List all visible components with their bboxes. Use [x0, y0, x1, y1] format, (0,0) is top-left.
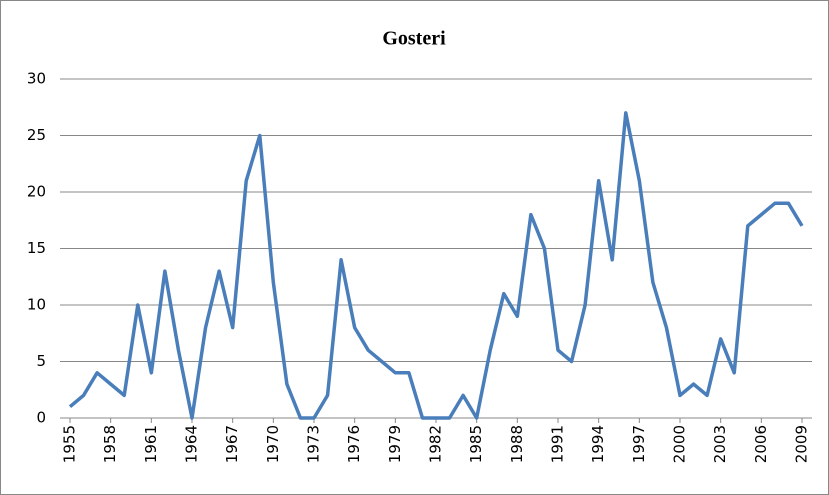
x-tick-label: 1958 [101, 425, 119, 463]
y-tick-label: 0 [36, 409, 46, 427]
x-tick-label: 1961 [142, 425, 160, 463]
x-tick-label: 1979 [386, 425, 404, 463]
y-tick-label: 25 [27, 126, 46, 144]
x-tick-label: 2006 [752, 425, 770, 463]
x-tick-label: 1973 [305, 425, 323, 463]
x-tick-label: 1988 [508, 425, 526, 463]
x-tick-label: 1985 [467, 425, 485, 463]
y-tick-label: 20 [27, 183, 46, 201]
y-tick-label: 30 [27, 70, 46, 88]
x-tick-label: 1976 [345, 425, 363, 463]
x-tick-label: 1982 [427, 425, 445, 463]
x-tick-label: 1994 [589, 425, 607, 463]
x-tick-label: 2009 [793, 425, 811, 463]
chart-title: Gosteri [382, 28, 446, 50]
x-tick-label: 1955 [61, 425, 79, 463]
x-tick-label: 1991 [549, 425, 567, 463]
x-tick-label: 1964 [183, 425, 201, 463]
data-line [68, 111, 804, 420]
x-tick-label: 1997 [630, 425, 648, 463]
x-tick-label: 1967 [223, 425, 241, 463]
y-tick-label: 5 [36, 352, 46, 370]
y-tick-label: 10 [27, 296, 46, 314]
y-tick-label: 15 [27, 239, 46, 257]
x-tick-label: 2000 [671, 425, 689, 463]
x-tick-label: 1970 [264, 425, 282, 463]
x-tick-label: 2003 [711, 425, 729, 463]
